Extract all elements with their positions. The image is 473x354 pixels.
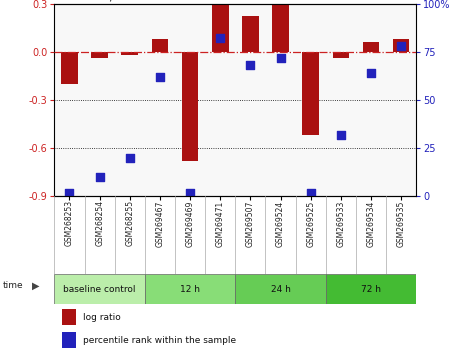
- Text: 12 h: 12 h: [180, 285, 200, 294]
- Bar: [54, 274, 145, 304]
- Bar: [326, 274, 416, 304]
- Text: 24 h: 24 h: [271, 285, 290, 294]
- Point: [217, 35, 224, 41]
- Text: log ratio: log ratio: [83, 313, 121, 321]
- Bar: [182, 52, 198, 161]
- Text: GSM268254: GSM268254: [95, 200, 104, 246]
- Point: [246, 62, 254, 68]
- Point: [156, 74, 164, 80]
- Bar: [235, 274, 326, 304]
- Bar: [212, 4, 228, 52]
- Point: [367, 70, 375, 76]
- Text: GSM269507: GSM269507: [246, 200, 255, 247]
- Bar: [363, 42, 379, 52]
- Bar: [91, 52, 108, 58]
- Bar: [333, 52, 349, 58]
- Point: [186, 190, 194, 195]
- Bar: [61, 52, 78, 84]
- Bar: [152, 39, 168, 52]
- Point: [126, 155, 133, 161]
- Bar: [122, 52, 138, 55]
- Text: GSM269534: GSM269534: [367, 200, 376, 247]
- Text: GSM269525: GSM269525: [306, 200, 315, 247]
- Text: ▶: ▶: [32, 281, 40, 291]
- Text: time: time: [2, 281, 23, 290]
- Text: GSM269467: GSM269467: [156, 200, 165, 247]
- Point: [397, 43, 405, 49]
- Point: [96, 175, 104, 180]
- Point: [337, 132, 345, 138]
- Point: [307, 190, 315, 195]
- Text: GSM268253: GSM268253: [65, 200, 74, 246]
- Text: GSM269535: GSM269535: [397, 200, 406, 247]
- Bar: [145, 274, 235, 304]
- Bar: [393, 39, 410, 52]
- Text: baseline control: baseline control: [63, 285, 136, 294]
- Bar: [61, 309, 76, 325]
- Bar: [242, 16, 259, 52]
- Text: GSM268255: GSM268255: [125, 200, 134, 246]
- Text: GDS3642 / 6749: GDS3642 / 6749: [47, 0, 150, 2]
- Text: percentile rank within the sample: percentile rank within the sample: [83, 336, 236, 344]
- Text: GSM269471: GSM269471: [216, 200, 225, 247]
- Point: [66, 190, 73, 195]
- Text: GSM269524: GSM269524: [276, 200, 285, 247]
- Text: 72 h: 72 h: [361, 285, 381, 294]
- Bar: [302, 52, 319, 135]
- Bar: [61, 332, 76, 348]
- Text: GSM269533: GSM269533: [336, 200, 345, 247]
- Bar: [272, 5, 289, 52]
- Text: GSM269469: GSM269469: [185, 200, 194, 247]
- Point: [277, 55, 284, 61]
